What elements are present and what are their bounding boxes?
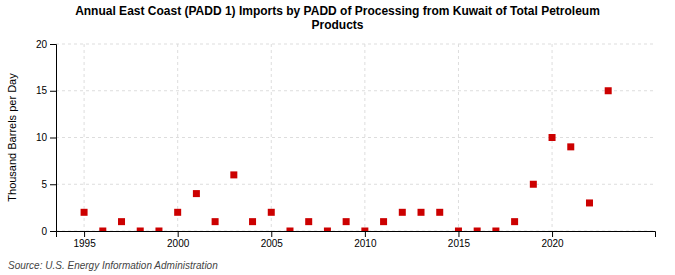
point xyxy=(286,228,293,232)
point xyxy=(418,209,425,216)
grid-line xyxy=(56,184,655,185)
annotation: Source: U.S. Energy Information Administ… xyxy=(8,260,218,271)
y-axis-label: Thousand Barrels per Day xyxy=(6,73,18,202)
point xyxy=(511,218,518,225)
grid-line xyxy=(56,90,655,91)
point xyxy=(305,218,312,225)
tick-label: 1995 xyxy=(73,238,96,249)
point xyxy=(436,209,443,216)
point xyxy=(399,209,406,216)
grid-line xyxy=(271,44,272,231)
point xyxy=(492,228,499,232)
tick-mark xyxy=(552,231,553,237)
point xyxy=(230,171,237,178)
tick-mark xyxy=(84,231,85,237)
tick-mark xyxy=(50,231,56,232)
tick-mark xyxy=(458,231,459,237)
point xyxy=(99,228,106,232)
tick: 20 xyxy=(36,39,56,50)
marks xyxy=(81,87,612,231)
grid xyxy=(56,44,655,231)
tick-mark xyxy=(271,231,272,237)
point xyxy=(193,190,200,197)
tick: 2000 xyxy=(167,231,190,249)
tick-label: 10 xyxy=(36,132,48,143)
tick: 2020 xyxy=(541,231,564,249)
point xyxy=(324,228,331,232)
point xyxy=(549,134,556,141)
grid-line xyxy=(56,137,655,138)
point xyxy=(567,143,574,150)
chart: 1995 2000 2005 2010 2015 2020 0 5 10 15 20 Annual E… xyxy=(0,0,675,275)
tick-label: 2020 xyxy=(541,238,564,249)
tick: 5 xyxy=(41,179,56,190)
point xyxy=(249,218,256,225)
tick: 2015 xyxy=(448,231,471,249)
point xyxy=(155,228,162,232)
tick-label: 2015 xyxy=(448,238,471,249)
grid-line xyxy=(56,44,655,45)
axis-line xyxy=(57,232,656,238)
point xyxy=(361,228,368,232)
tick-mark xyxy=(178,231,179,237)
point xyxy=(586,199,593,206)
point xyxy=(474,228,481,232)
point xyxy=(212,218,219,225)
point xyxy=(81,209,88,216)
grid-line xyxy=(84,44,85,231)
tick-label: 2000 xyxy=(167,238,190,249)
tick-mark xyxy=(50,91,56,92)
point xyxy=(380,218,387,225)
point xyxy=(174,209,181,216)
tick: 1995 xyxy=(73,231,96,249)
y-axis: 0 5 10 15 20 xyxy=(36,39,57,237)
tick-mark xyxy=(50,138,56,139)
tick-mark xyxy=(365,231,366,237)
tick-label: 5 xyxy=(41,179,47,190)
point xyxy=(268,209,275,216)
tick: 15 xyxy=(36,85,56,96)
x-axis: 1995 2000 2005 2010 2015 2020 xyxy=(57,231,656,249)
tick: 0 xyxy=(41,226,56,237)
point xyxy=(118,218,125,225)
plot: 1995 2000 2005 2010 2015 2020 0 5 10 15 20 xyxy=(36,39,656,249)
tick-mark xyxy=(50,44,56,45)
point xyxy=(137,228,144,232)
tick-label: 2010 xyxy=(354,238,377,249)
tick: 2005 xyxy=(261,231,284,249)
tick: 10 xyxy=(36,132,56,143)
point xyxy=(605,87,612,94)
title: Annual East Coast (PADD 1) Imports by PA… xyxy=(75,4,600,32)
tick: 2010 xyxy=(354,231,377,249)
point xyxy=(455,228,462,232)
axis-line xyxy=(50,45,57,232)
tick-label: 20 xyxy=(36,39,48,50)
point xyxy=(343,218,350,225)
tick-mark xyxy=(50,184,56,185)
tick-label: 2005 xyxy=(261,238,284,249)
tick-label: 0 xyxy=(41,226,47,237)
point xyxy=(530,181,537,188)
tick-label: 15 xyxy=(36,85,48,96)
